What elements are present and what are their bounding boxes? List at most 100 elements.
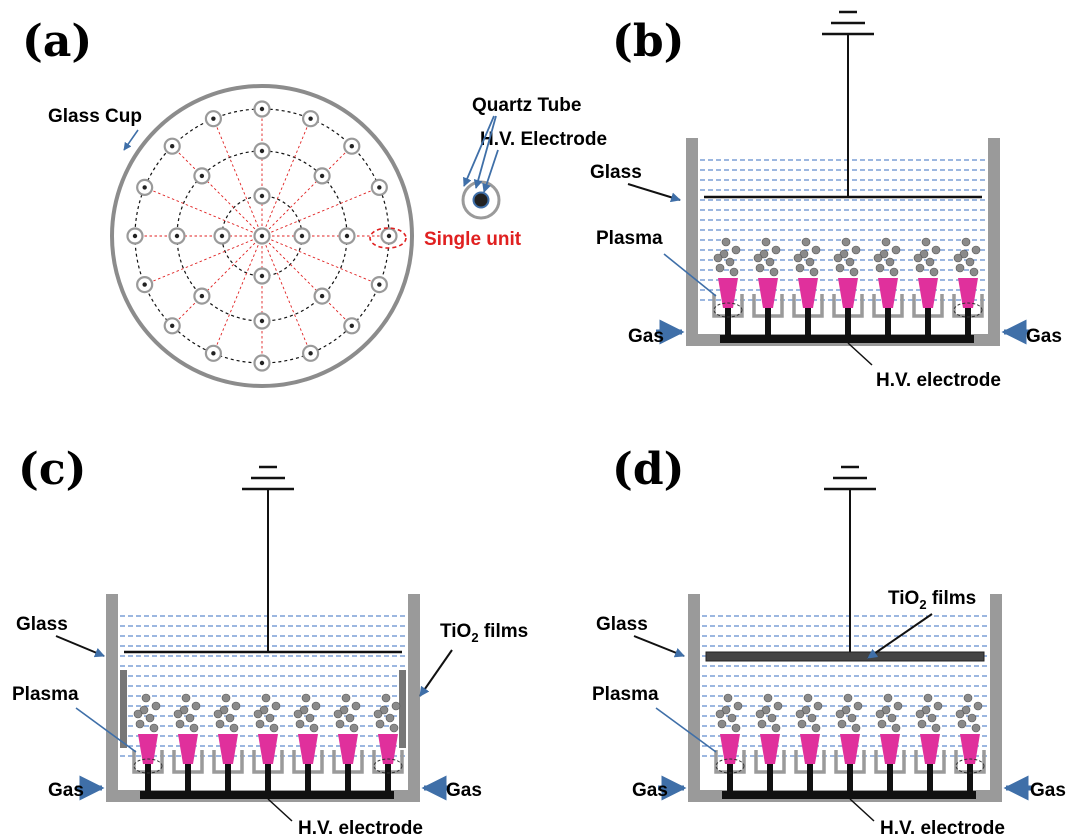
gas-bubble	[849, 267, 859, 277]
gas-bubble	[259, 705, 269, 715]
glass-label-b: Glass	[590, 162, 642, 183]
gas-bubble	[875, 709, 885, 719]
gas-left-label-c: Gas	[48, 780, 84, 801]
electrode-stem	[185, 762, 191, 794]
plasma-arrow-c	[75, 707, 137, 753]
gas-bubble	[299, 705, 309, 715]
electrode-dot	[259, 273, 265, 279]
electrode-dot	[377, 282, 382, 287]
quartz-tube-label: Quartz Tube	[472, 95, 581, 116]
hv-leader-line	[847, 342, 873, 366]
gas-bubble	[835, 709, 845, 719]
gas-bubble	[149, 723, 159, 733]
gas-bubble	[801, 705, 811, 715]
glass-arrow-d	[633, 635, 685, 658]
gas-bubble	[191, 701, 201, 711]
gas-bubble	[885, 257, 895, 267]
gas-bubble	[145, 713, 155, 723]
gas-bubble	[215, 719, 225, 729]
gas-bubble	[811, 723, 821, 733]
panel-c: (c) Glass TiO2 films Plasma Gas Gas H.V.…	[12, 444, 528, 839]
glass-cup-label: Glass Cup	[48, 106, 142, 127]
gas-bubble	[795, 709, 805, 719]
electrode-stem	[845, 306, 851, 338]
plasma-arrow-d	[655, 707, 717, 753]
electrode-dot	[319, 173, 325, 179]
vessel-right-wall	[990, 594, 1002, 802]
plasma-plume	[878, 278, 898, 308]
gas-bubble	[961, 705, 971, 715]
gas-bubble	[715, 263, 725, 273]
electrode-stem	[965, 306, 971, 338]
gas-bubble	[795, 263, 805, 273]
gas-bubble	[955, 263, 965, 273]
gas-bubble	[271, 701, 281, 711]
gas-bubble	[889, 267, 899, 277]
gas-bubble	[839, 249, 849, 259]
gas-bubble	[923, 693, 933, 703]
electrode-dot	[259, 318, 265, 324]
gas-bubble	[305, 713, 315, 723]
electrode-stem	[765, 306, 771, 338]
gas-bubble	[873, 253, 883, 263]
gas-bubble	[961, 237, 971, 247]
plasma-plume	[880, 734, 900, 764]
gas-left-label-d: Gas	[632, 780, 668, 801]
electrode-units	[126, 100, 398, 372]
gas-bubble	[969, 267, 979, 277]
panel-a: (a) Glass Cup Single unit Quartz Tube H.…	[22, 16, 607, 388]
radial-line	[261, 184, 386, 237]
electrode-dot	[219, 233, 225, 239]
vessel-left-wall	[688, 594, 700, 802]
radial-line	[261, 235, 357, 331]
quartz-arrow-2	[473, 115, 497, 189]
plasma-plume	[338, 734, 358, 764]
tio2-film-left	[120, 670, 127, 748]
gas-right-label-c: Gas	[446, 780, 482, 801]
gas-bubble	[381, 693, 391, 703]
gas-bubble	[837, 719, 847, 729]
panel-a-label: (a)	[22, 16, 92, 67]
gas-bubble	[769, 267, 779, 277]
gas-bubble	[841, 705, 851, 715]
electrode-dot	[308, 116, 313, 121]
gas-bubble	[915, 709, 925, 719]
gas-bubble	[913, 253, 923, 263]
gas-bubble	[931, 245, 941, 255]
electrode-dot	[259, 233, 265, 239]
tio2-label-d: TiO2 films	[888, 588, 976, 612]
gas-bubble	[341, 693, 351, 703]
gas-bubble	[761, 237, 771, 247]
gas-bubble	[799, 249, 809, 259]
radial-lines	[129, 103, 395, 369]
electrode-stem	[345, 762, 351, 794]
gas-bubble	[717, 719, 727, 729]
glass-cup-outline	[110, 84, 414, 388]
gas-bubble	[803, 693, 813, 703]
electrode-dot	[377, 185, 382, 190]
electrode-dot	[174, 233, 180, 239]
gas-bubble	[225, 713, 235, 723]
gas-bubble	[965, 257, 975, 267]
gas-bubble	[373, 709, 383, 719]
gas-bubble	[309, 723, 319, 733]
gas-bubble	[181, 693, 191, 703]
gas-bubble	[793, 253, 803, 263]
gas-right-label-d: Gas	[1030, 780, 1066, 801]
gas-bubble	[229, 723, 239, 733]
gas-bubble	[765, 257, 775, 267]
hv-leader-line	[849, 798, 875, 822]
vessel-right-wall	[408, 594, 420, 802]
electrode-dot	[344, 233, 350, 239]
gas-bubble	[723, 693, 733, 703]
plasma-plume	[840, 734, 860, 764]
gas-bubble	[375, 719, 385, 729]
gas-bubble	[729, 267, 739, 277]
hv-electrode-detail	[472, 191, 490, 209]
gas-bubble	[933, 701, 943, 711]
gas-bubble	[807, 713, 817, 723]
gas-bubble	[845, 257, 855, 267]
electrode-dot	[259, 148, 265, 154]
gas-bubble	[921, 237, 931, 247]
